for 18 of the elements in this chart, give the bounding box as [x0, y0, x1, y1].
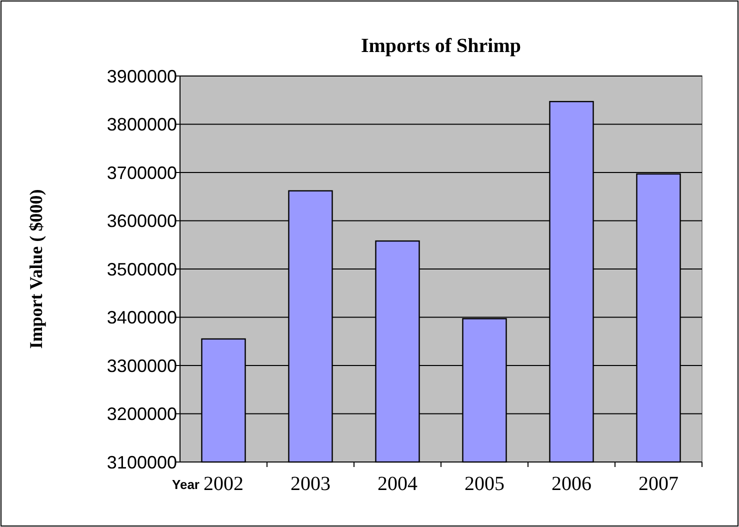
y-tick-label: 3300000: [106, 356, 177, 376]
y-tick-label: 3900000: [106, 66, 177, 86]
y-tick-label: 3500000: [106, 259, 177, 280]
y-tick-label: 3100000: [106, 452, 177, 472]
y-tick-label: 3600000: [106, 211, 177, 232]
y-tick-label: 3200000: [106, 404, 177, 424]
y-tick-label: 3800000: [106, 114, 177, 135]
x-tick-label: 2005: [464, 473, 504, 495]
x-tick-label: 2006: [552, 473, 592, 495]
y-tick-label: 3700000: [106, 162, 177, 183]
y-tick-label: 3400000: [106, 308, 177, 328]
chart-title: Imports of Shrimp: [360, 35, 522, 57]
x-tick-label: 2003: [290, 473, 330, 495]
x-axis-title: Year: [172, 477, 200, 492]
x-tick-label: 2004: [378, 473, 418, 495]
x-tick-label: 2002: [204, 473, 244, 495]
y-axis-title: Import Value ( $000): [26, 189, 46, 349]
x-tick-label: 2007: [638, 473, 678, 495]
